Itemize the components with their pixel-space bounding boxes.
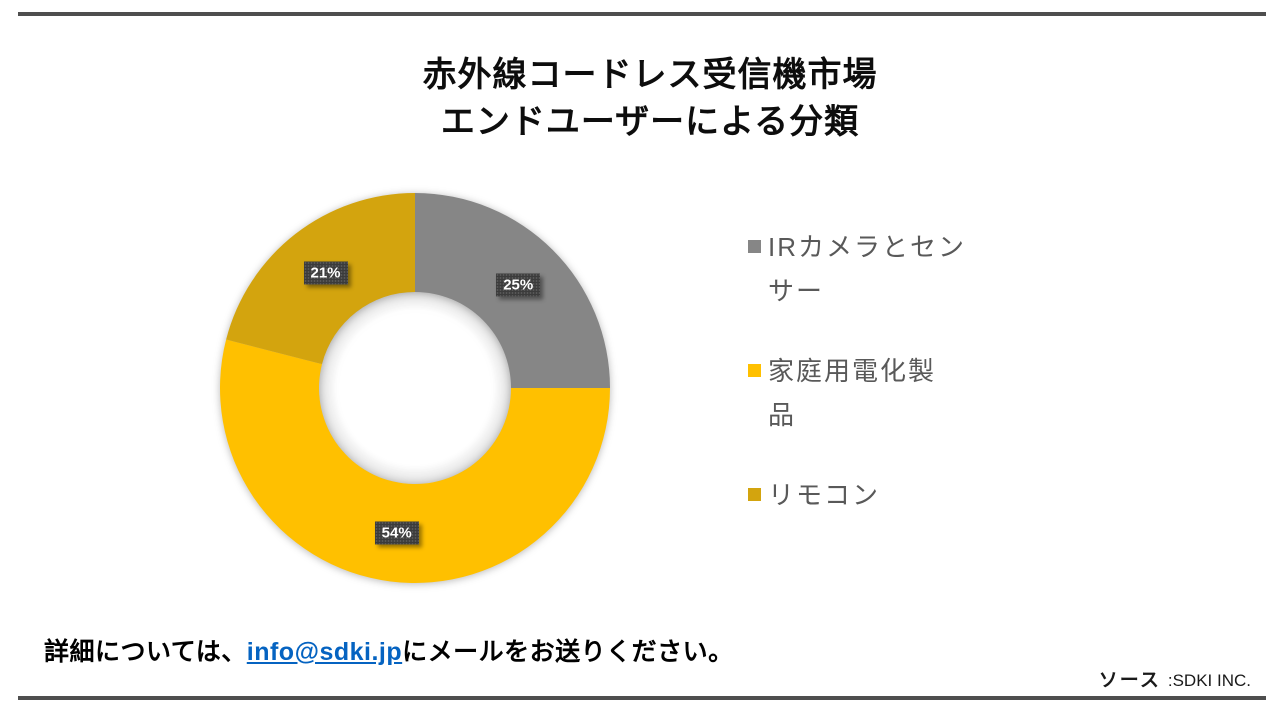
bottom-divider — [18, 696, 1266, 700]
legend-item-household-appliances: 家庭用電化製 品 — [748, 349, 1008, 437]
contact-note-prefix: 詳細については、 — [44, 638, 247, 666]
page-title-line-1: 赤外線コードレス受信機市場 — [422, 56, 878, 94]
source-company: :SDKI INC. — [1167, 671, 1251, 690]
legend-label-line: 品 — [768, 400, 797, 430]
legend-label-line: リモコン — [768, 480, 881, 510]
legend-swatch-gold — [748, 488, 761, 501]
contact-note-suffix: にメールをお送りください。 — [402, 638, 734, 666]
pie-slice-1 — [220, 339, 611, 583]
legend-swatch-yellow — [748, 364, 761, 377]
legend-label-line: サー — [768, 276, 825, 306]
email-link[interactable]: info@sdki.jp — [246, 638, 403, 666]
pie-data-label-0: 25% — [496, 273, 541, 297]
page-title-line-2: エンドユーザーによる分類 — [440, 103, 860, 141]
source-label: ソース — [1098, 670, 1161, 691]
legend-swatch-gray — [748, 240, 761, 253]
pie-data-label-2: 21% — [303, 261, 348, 285]
source-attribution: ソース :SDKI INC. — [1099, 665, 1251, 692]
chart-legend: IRカメラとセン サー 家庭用電化製 品 リモコン — [748, 225, 1008, 553]
legend-item-remote-control: リモコン — [748, 473, 1008, 517]
legend-label: リモコン — [768, 473, 880, 517]
legend-label: 家庭用電化製 品 — [768, 349, 936, 437]
pie-data-label-1: 54% — [374, 521, 419, 545]
page-title: 赤外線コードレス受信機市場 エンドユーザーによる分類 — [20, 52, 1280, 146]
contact-note: 詳細については、info@sdki.jpにメールをお送りください。 — [44, 632, 734, 668]
legend-item-ir-cameras-sensors: IRカメラとセン サー — [748, 225, 1008, 313]
legend-label-line: IRカメラとセン — [768, 232, 967, 262]
donut-chart: 25% 54% 21% — [215, 188, 615, 588]
donut-hole — [319, 292, 511, 484]
legend-label: IRカメラとセン サー — [768, 225, 966, 313]
legend-label-line: 家庭用電化製 — [768, 356, 937, 386]
top-divider — [18, 12, 1266, 16]
